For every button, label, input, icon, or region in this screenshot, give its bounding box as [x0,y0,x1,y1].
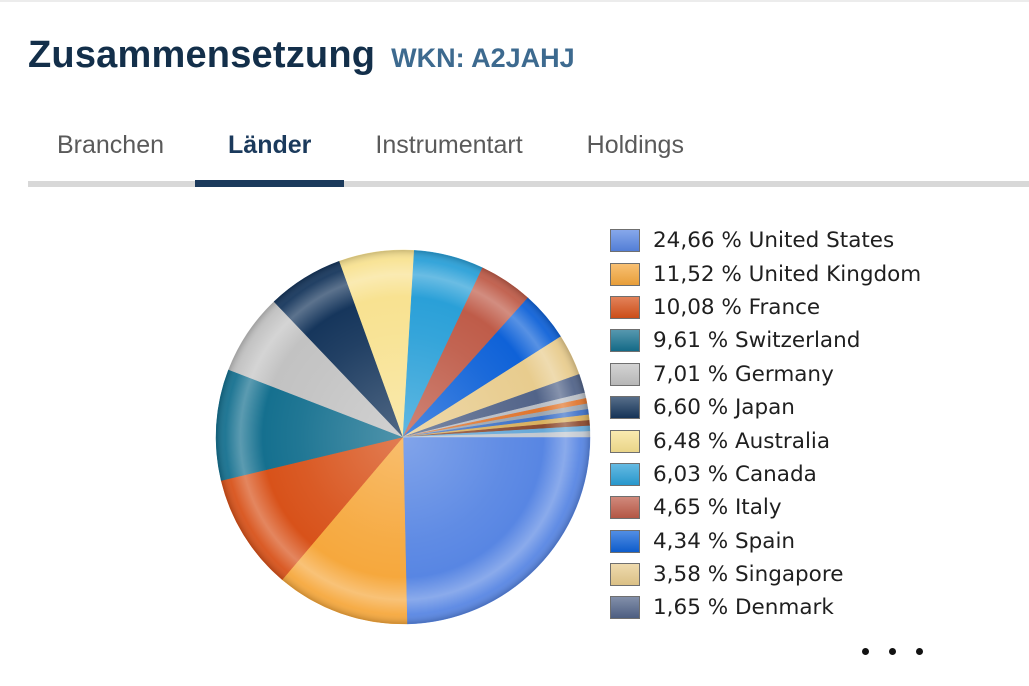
chart-area: 24,66 % United States 11,52 % United King… [0,194,1029,686]
legend-color-swatch [610,329,640,353]
tab-holdings[interactable]: Holdings [586,131,684,159]
section-header: Zusammensetzung WKN: A2JAHJ [28,34,575,77]
tab-instrumentart[interactable]: Instrumentart [375,131,523,159]
legend-item: 6,48 % Australia [610,424,921,457]
legend-color-swatch [610,529,640,553]
pie-chart[interactable] [214,248,592,626]
legend-label: 1,65 % Denmark [653,595,834,621]
more-dots[interactable] [858,644,927,659]
legend-color-swatch [610,396,640,420]
legend-label: 11,52 % United Kingdom [653,261,922,287]
legend-item: 9,61 % Switzerland [610,324,921,357]
legend-color-swatch [610,429,640,453]
legend-label: 6,03 % Canada [653,461,817,487]
tab-branchen[interactable]: Branchen [57,131,165,159]
legend-label: 4,34 % Spain [653,528,796,554]
legend-item: 11,52 % United Kingdom [610,257,921,290]
legend-item: 1,65 % Denmark [610,591,921,624]
legend-item: 4,65 % Italy [610,491,921,524]
legend-color-swatch [610,362,640,386]
legend-item: 4,34 % Spain [610,525,921,558]
legend-item: 6,03 % Canada [610,458,921,491]
legend-label: 10,08 % France [653,294,821,320]
tabs-bar: Branchen Länder Instrumentart Holdings [28,130,1029,187]
legend-label: 4,65 % Italy [653,495,782,521]
legend-color-swatch [610,596,640,620]
legend-label: 7,01 % Germany [653,361,834,387]
tab-underline-track [28,181,1029,187]
legend-label: 3,58 % Singapore [653,562,844,588]
legend-label: 6,60 % Japan [653,395,795,421]
chart-legend: 24,66 % United States 11,52 % United King… [610,224,921,625]
legend-color-swatch [610,563,640,587]
more-dot[interactable] [916,648,923,655]
page-title: Zusammensetzung [28,34,376,76]
legend-item: 6,60 % Japan [610,391,921,424]
more-dot[interactable] [889,648,896,655]
legend-label: 24,66 % United States [653,228,895,254]
wkn-label: WKN: A2JAHJ [391,43,575,73]
legend-color-swatch [610,462,640,486]
legend-item: 7,01 % Germany [610,358,921,391]
more-dot[interactable] [862,648,869,655]
tab-laender[interactable]: Länder [194,130,345,187]
legend-color-swatch [610,295,640,319]
legend-label: 6,48 % Australia [653,428,831,454]
legend-color-swatch [610,229,640,253]
legend-color-swatch [610,496,640,520]
pie-slice-united-states[interactable] [402,436,591,625]
legend-label: 9,61 % Switzerland [653,328,861,354]
legend-color-swatch [610,262,640,286]
legend-item: 10,08 % France [610,291,921,324]
legend-item: 3,58 % Singapore [610,558,921,591]
legend-item: 24,66 % United States [610,224,921,257]
